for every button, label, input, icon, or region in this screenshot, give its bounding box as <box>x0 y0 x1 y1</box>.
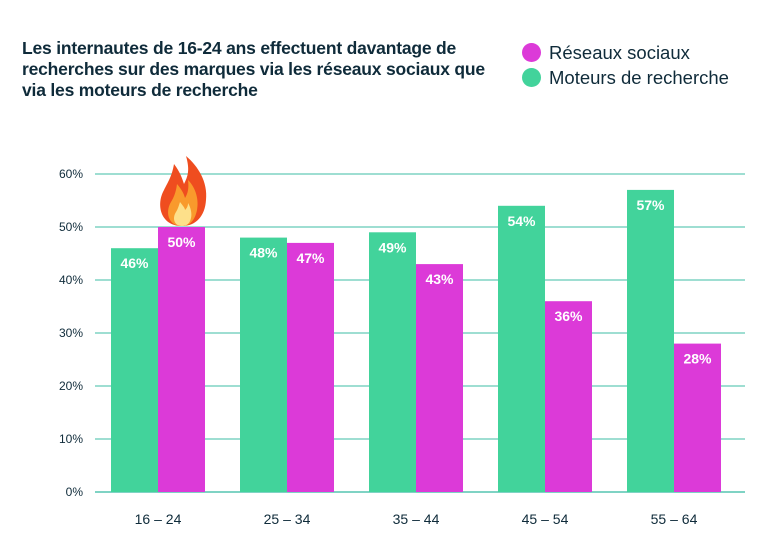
bar-reseaux <box>416 264 463 492</box>
y-tick-label: 40% <box>59 273 83 287</box>
legend-label-reseaux: Réseaux sociaux <box>549 42 690 63</box>
y-tick-label: 20% <box>59 379 83 393</box>
legend: Réseaux sociaux Moteurs de recherche <box>522 40 729 90</box>
bar-reseaux <box>545 301 592 492</box>
x-tick-label: 35 – 44 <box>393 511 440 527</box>
x-tick-label: 55 – 64 <box>651 511 698 527</box>
bar-moteurs <box>369 232 416 493</box>
legend-label-moteurs: Moteurs de recherche <box>549 67 729 88</box>
x-tick-label: 25 – 34 <box>264 511 311 527</box>
x-tick-label: 45 – 54 <box>522 511 569 527</box>
y-tick-label: 60% <box>59 167 83 181</box>
y-tick-label: 0% <box>66 485 84 499</box>
x-tick-label: 16 – 24 <box>135 511 182 527</box>
data-label: 47% <box>296 250 325 266</box>
data-label: 46% <box>120 255 149 271</box>
fire-icon <box>160 156 207 226</box>
bar-moteurs <box>627 189 674 492</box>
legend-swatch-moteurs <box>522 68 541 87</box>
legend-swatch-reseaux <box>522 43 541 62</box>
data-label: 43% <box>425 271 454 287</box>
bar-reseaux <box>674 343 721 492</box>
bar-reseaux <box>287 242 334 492</box>
data-label: 50% <box>167 234 196 250</box>
y-tick-label: 50% <box>59 220 83 234</box>
legend-item-moteurs: Moteurs de recherche <box>522 65 729 90</box>
data-label: 54% <box>507 213 536 229</box>
y-tick-label: 30% <box>59 326 83 340</box>
data-label: 28% <box>683 351 712 367</box>
data-label: 48% <box>249 245 278 261</box>
chart-title: Les internautes de 16-24 ans effectuent … <box>22 38 485 100</box>
bar-reseaux <box>158 227 205 492</box>
bar-moteurs <box>111 248 158 492</box>
data-label: 57% <box>636 197 665 213</box>
bar-moteurs <box>240 237 287 492</box>
data-label: 49% <box>378 239 407 255</box>
data-label: 36% <box>554 308 583 324</box>
bar-moteurs <box>498 205 545 493</box>
y-tick-label: 10% <box>59 432 83 446</box>
legend-item-reseaux: Réseaux sociaux <box>522 40 729 65</box>
